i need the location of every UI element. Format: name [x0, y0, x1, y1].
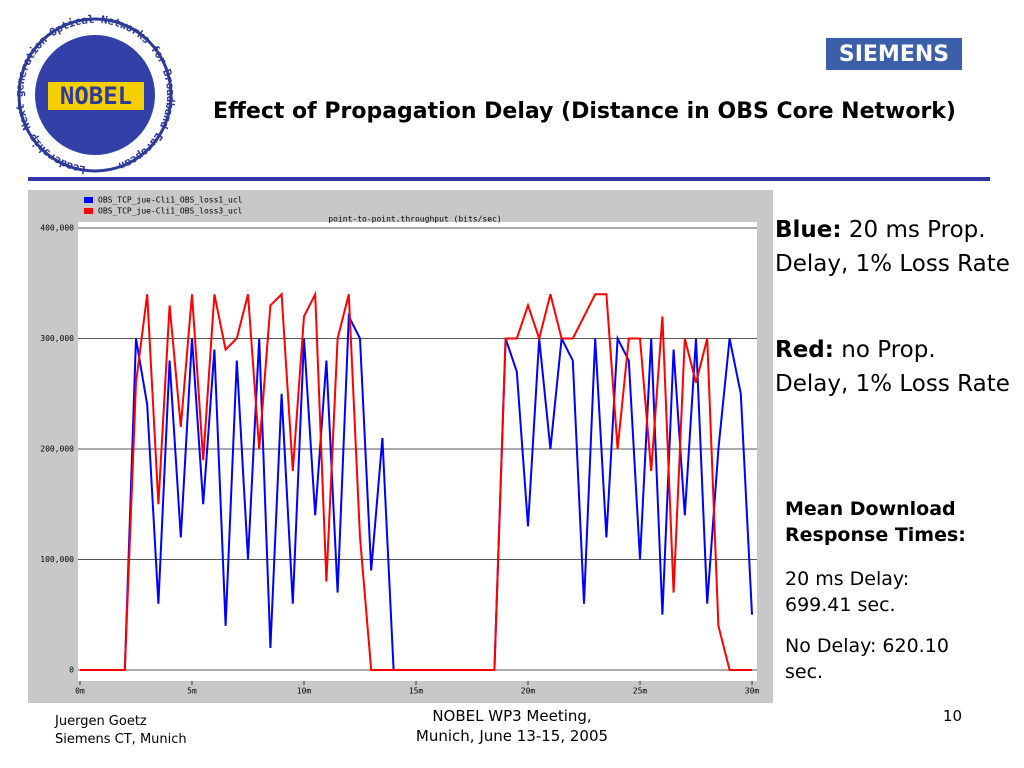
slide-title: Effect of Propagation Delay (Distance in… [213, 99, 956, 124]
note: Red: no Prop. Delay, 1% Loss Rate [775, 333, 1015, 401]
summary-heading: Mean Download Response Times: [785, 498, 966, 546]
y-tick-label: 400,000 [40, 224, 74, 233]
note-label: Red: [775, 337, 834, 363]
x-tick-label: 15m [409, 687, 424, 696]
note-label: Blue: [775, 217, 842, 243]
x-tick-label: 20m [521, 687, 536, 696]
brand: SIEMENS [839, 42, 949, 67]
note-text: no Prop. Delay, 1% Loss Rate [775, 337, 1010, 397]
header-rule [28, 177, 990, 181]
y-tick-label: 300,000 [40, 334, 74, 343]
footer-author: Juergen Goetz [55, 714, 147, 729]
summary-item: 20 ms Delay: 699.41 sec. [785, 568, 910, 616]
legend-swatch [84, 197, 93, 203]
chart-title: point-to-point.throughput (bits/sec) [328, 215, 501, 224]
footer-affiliation: Siemens CT, Munich [55, 732, 187, 747]
x-tick-label: 30m [745, 687, 760, 696]
x-tick-label: 5m [187, 687, 197, 696]
y-tick-label: 0 [69, 665, 74, 674]
footer-event: NOBEL WP3 Meeting, [432, 707, 592, 725]
page-number: 10 [942, 707, 962, 725]
legend-swatch [84, 208, 93, 214]
series-line [80, 290, 752, 671]
y-tick-label: 200,000 [40, 445, 74, 454]
x-tick-label: 25m [633, 687, 648, 696]
x-tick-label: 0m [75, 687, 85, 696]
legend-label: OBS_TCP_jue-Cli1_OBS_loss3_ucl [98, 207, 243, 216]
logo-banner [48, 82, 144, 110]
brand-box [826, 38, 962, 70]
logo-name: NOBEL [60, 82, 132, 110]
note-text: 20 ms Prop. Delay, 1% Loss Rate [775, 217, 1010, 277]
legend-label: OBS_TCP_jue-Cli1_OBS_loss1_ucl [98, 196, 243, 205]
x-tick-label: 10m [297, 687, 312, 696]
summary-item: No Delay: 620.10 sec. [785, 635, 949, 683]
y-tick-label: 100,000 [40, 555, 74, 564]
footer-date: Munich, June 13-15, 2005 [415, 727, 609, 745]
note: Blue: 20 ms Prop. Delay, 1% Loss Rate [775, 213, 1015, 281]
